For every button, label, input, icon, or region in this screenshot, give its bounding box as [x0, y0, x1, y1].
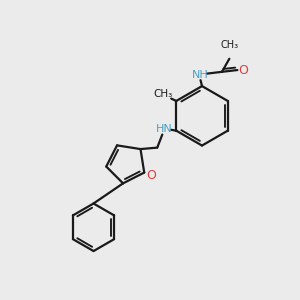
Text: CH₃: CH₃	[221, 40, 239, 50]
Text: NH: NH	[192, 70, 209, 80]
Text: HN: HN	[155, 124, 172, 134]
Text: O: O	[146, 169, 156, 182]
Text: O: O	[238, 64, 248, 76]
Text: CH₃: CH₃	[153, 89, 172, 99]
